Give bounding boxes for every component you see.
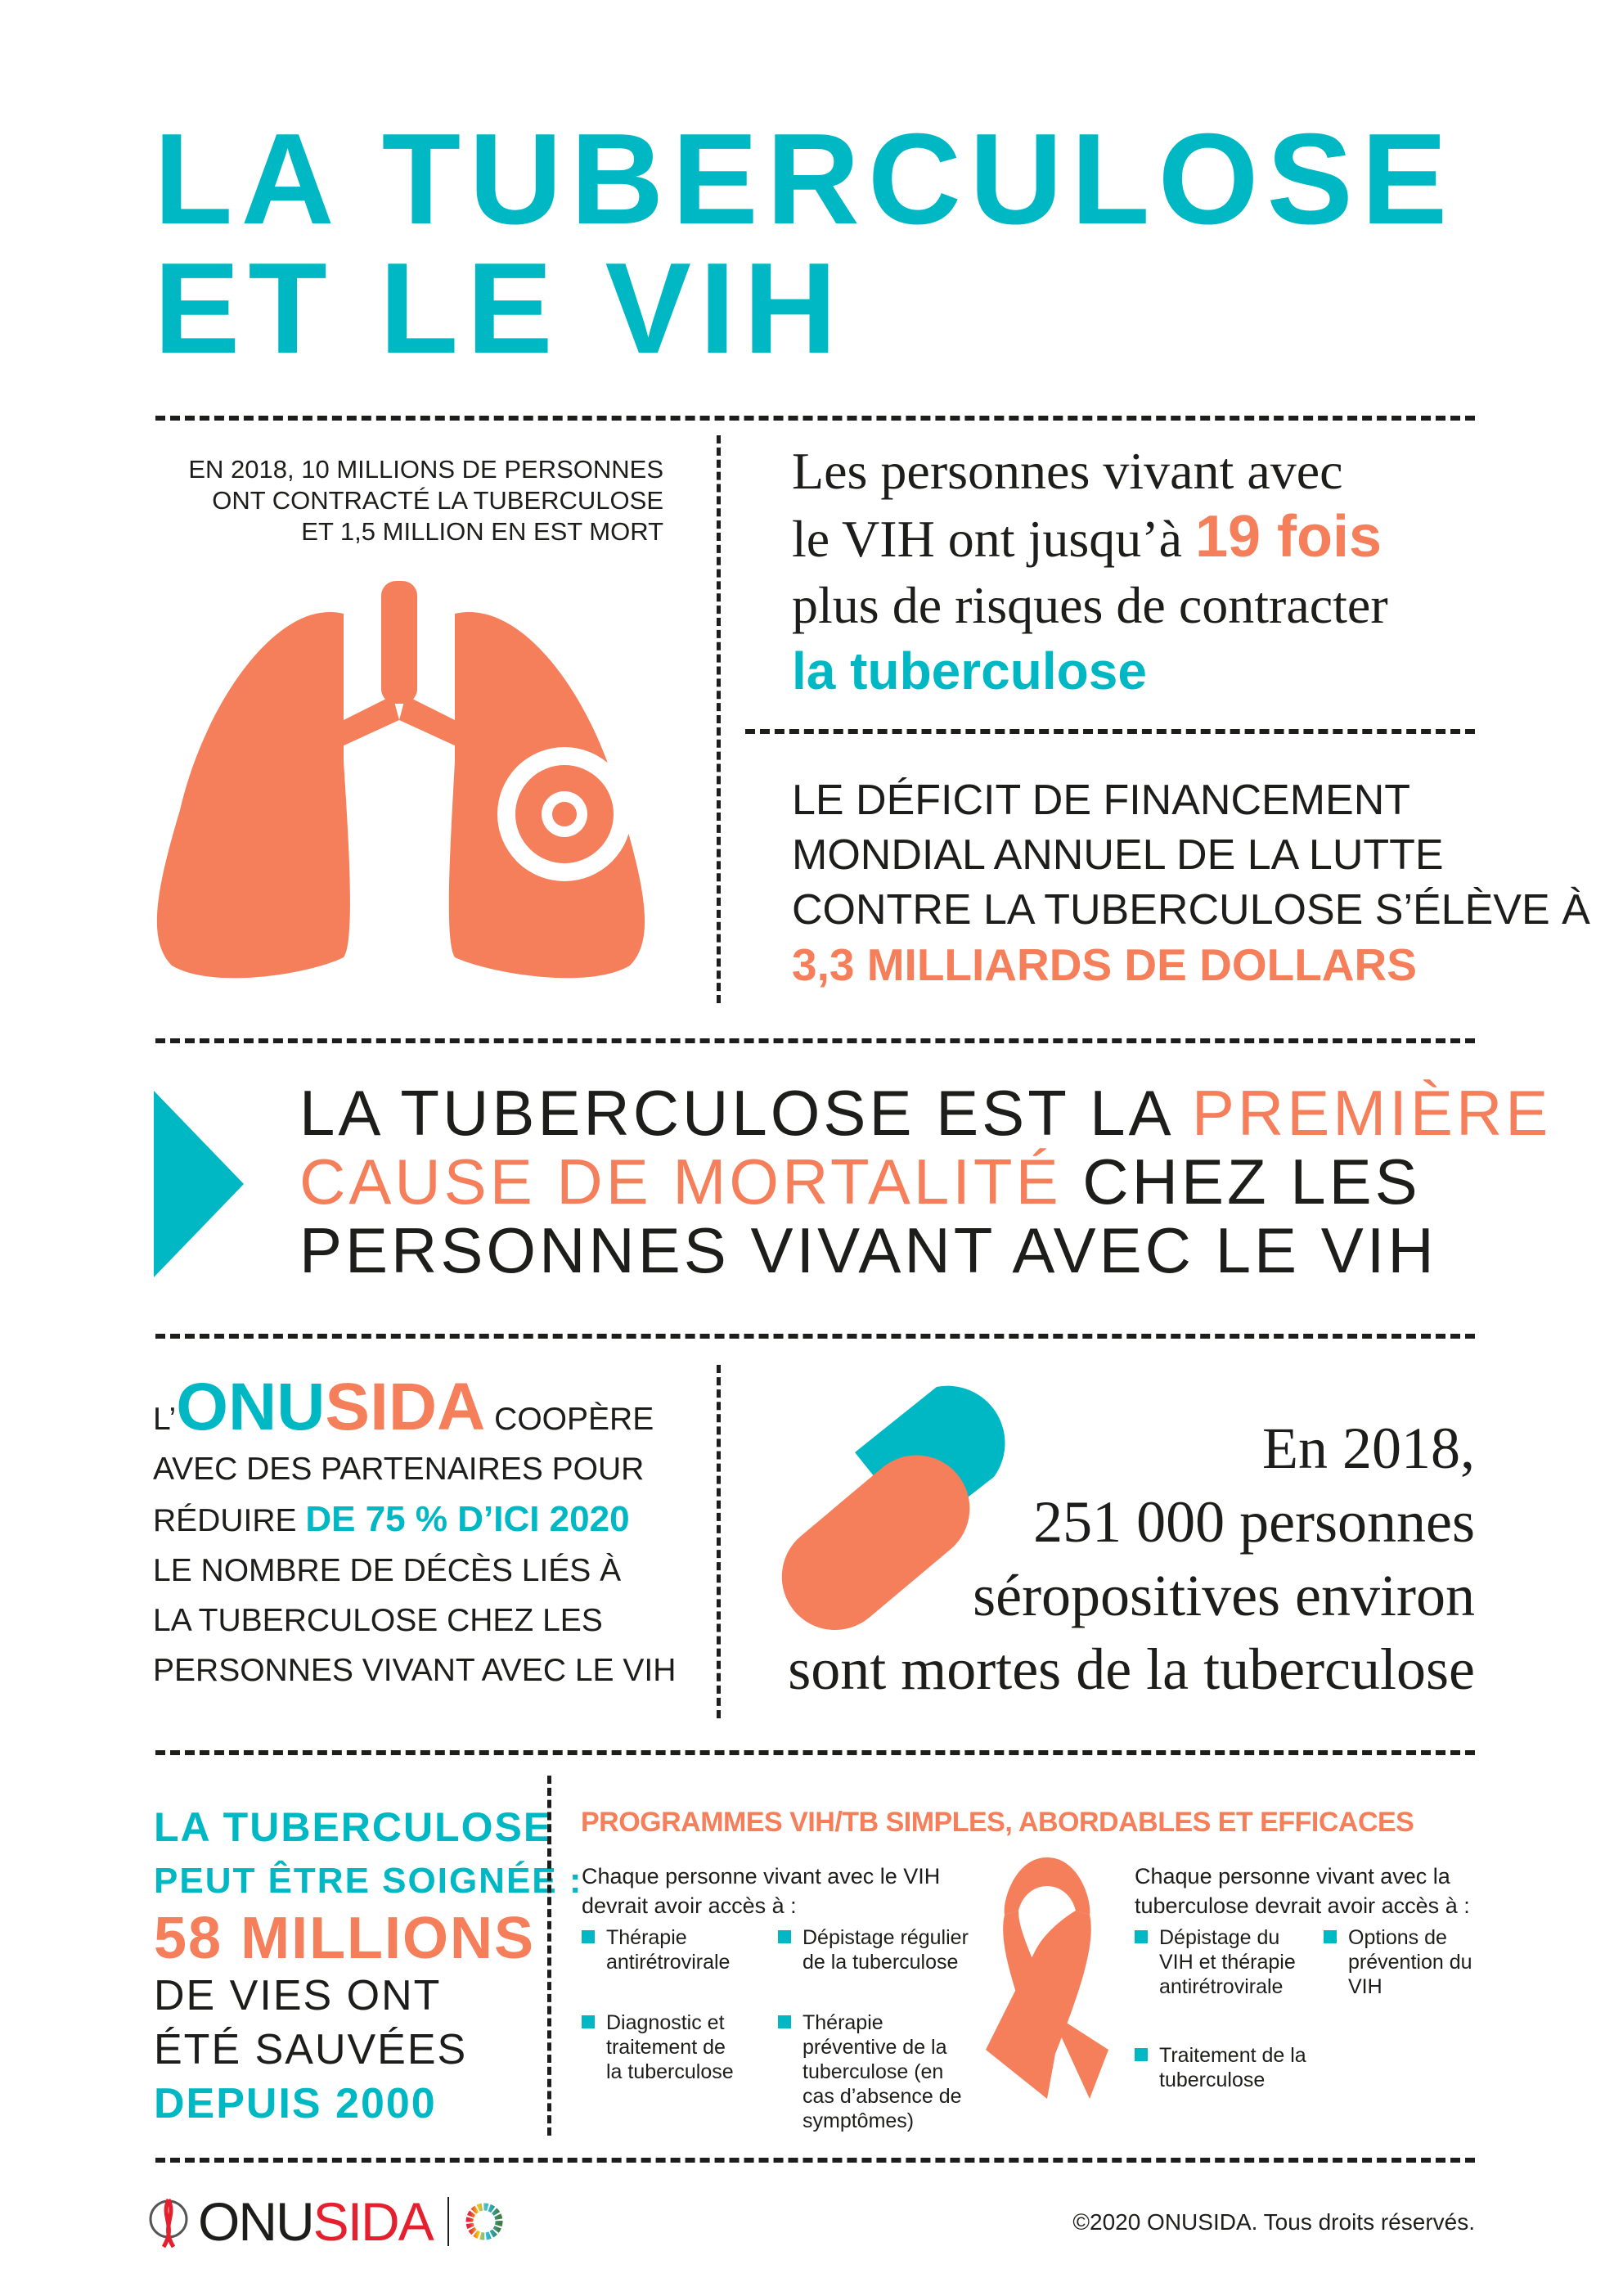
cause-highlight: PREMIÈRE (1191, 1077, 1552, 1149)
tb-item: Dépistage du VIH et thérapie antirétrovi… (1135, 1925, 1306, 1999)
stat-line: ET 1,5 MILLION EN EST MORT (301, 517, 663, 546)
stat-line: EN 2018, 10 MILLIONS DE PERSONNES (188, 455, 663, 484)
hiv-item: Thérapie préventive de la tuberculose (e… (778, 2010, 974, 2133)
saved-line: PEUT ÊTRE SOIGNÉE : (154, 1861, 583, 1901)
logo-sida: SIDA (312, 2191, 434, 2252)
saved-line: DEPUIS 2000 (154, 2080, 437, 2127)
tb-intro: Chaque personne vivant avec la tuberculo… (1135, 1864, 1470, 1918)
deaths-statement: En 2018, 251 000 personnes séropositives… (788, 1411, 1475, 1706)
divider (155, 2158, 1475, 2163)
deaths-line: En 2018, (1262, 1416, 1475, 1481)
deaths-line: 251 000 personnes (1033, 1489, 1475, 1555)
item-text: Diagnostic et traitement de la tuberculo… (606, 2011, 734, 2083)
funding-gap: LE DÉFICIT DE FINANCEMENT MONDIAL ANNUEL… (792, 773, 1590, 993)
divider (155, 1750, 1475, 1755)
risk-highlight-tb: la tuberculose (792, 642, 1147, 700)
hiv-item: Thérapie antirétrovirale (582, 1925, 745, 1974)
triangle-arrow-icon (154, 1091, 244, 1277)
risk-highlight: 19 fois (1194, 504, 1382, 569)
goal-text: L’ (153, 1402, 177, 1437)
item-text: Thérapie antirétrovirale (606, 1926, 731, 1974)
item-text: Options de prévention du VIH (1348, 1926, 1472, 1998)
saved-line: ÉTÉ SAUVÉES (154, 2026, 468, 2073)
bullet-icon (778, 2015, 791, 2028)
onusida-goal: L’ONUSIDA COOPÈRE AVEC DES PARTENAIRES P… (153, 1374, 677, 1695)
tb-item: Traitement de la tuberculose (1135, 2043, 1306, 2092)
bullet-icon (582, 1930, 595, 1943)
goal-text: AVEC DES PARTENAIRES POUR (153, 1452, 645, 1487)
bullet-icon (778, 1930, 791, 1943)
item-text: Dépistage régulier de la tuberculose (803, 1926, 969, 1974)
cause-text: PERSONNES VIVANT AVEC LE VIH (299, 1214, 1437, 1286)
hiv-item: Dépistage régulier de la tuberculose (778, 1925, 974, 1974)
goal-text: LA TUBERCULOSE CHEZ LES (153, 1603, 603, 1638)
divider (717, 435, 721, 1003)
pill-icon (781, 1385, 1005, 1631)
bullet-icon (1324, 1930, 1337, 1943)
deaths-line: séropositives environ (973, 1563, 1475, 1628)
saved-highlight: 58 MILLIONS (154, 1906, 536, 1971)
funding-line: CONTRE LA TUBERCULOSE S’ÉLÈVE À (792, 886, 1590, 934)
sdg-wheel-icon (465, 2203, 503, 2240)
divider (745, 729, 1475, 734)
stat-line: ONT CONTRACTÉ LA TUBERCULOSE (212, 486, 663, 515)
risk-line: le VIH ont jusqu’à (792, 510, 1195, 568)
un-emblem-icon (149, 2198, 188, 2249)
lungs-icon (156, 581, 645, 979)
risk-line: plus de risques de contracter (792, 576, 1388, 634)
funding-line: MONDIAL ANNUEL DE LA LUTTE (792, 831, 1444, 879)
tb-cases-stat: EN 2018, 10 MILLIONS DE PERSONNES ONT CO… (188, 454, 663, 547)
risk-statement: Les personnes vivant avec le VIH ont jus… (792, 438, 1388, 705)
page-title-line1: LA TUBERCULOSE (154, 107, 1456, 251)
goal-text: PERSONNES VIVANT AVEC LE VIH (153, 1653, 677, 1688)
lives-saved: LA TUBERCULOSE PEUT ÊTRE SOIGNÉE : 58 MI… (154, 1800, 583, 2131)
goal-text: COOPÈRE (485, 1402, 654, 1437)
goal-text: LE NOMBRE DE DÉCÈS LIÉS À (153, 1553, 622, 1588)
saved-line: LA TUBERCULOSE (154, 1804, 553, 1850)
awareness-ribbon-icon (986, 1857, 1108, 2099)
divider (155, 1038, 1475, 1043)
programs-title: PROGRAMMES VIH/TB SIMPLES, ABORDABLES ET… (581, 1807, 1414, 1838)
divider (717, 1365, 721, 1718)
goal-highlight: DE 75 % D’ICI 2020 (305, 1499, 630, 1539)
goal-text: RÉDUIRE (153, 1503, 306, 1538)
cause-text: LA TUBERCULOSE EST LA (299, 1077, 1192, 1149)
risk-line: Les personnes vivant avec (792, 442, 1343, 500)
bullet-icon (1135, 2048, 1148, 2061)
leading-cause-statement: LA TUBERCULOSE EST LA PREMIÈRE CAUSE DE … (299, 1078, 1551, 1285)
deaths-line: sont mortes de la tuberculose (788, 1636, 1475, 1702)
item-text: Dépistage du VIH et thérapie antirétrovi… (1159, 1926, 1296, 1998)
onusida-logo: ONU SIDA (146, 2193, 505, 2250)
cause-text: CHEZ LES (1061, 1146, 1421, 1218)
onusida-onu: ONU (176, 1370, 326, 1444)
funding-line: LE DÉFICIT DE FINANCEMENT (792, 777, 1411, 824)
divider (155, 1334, 1475, 1339)
onusida-sida: SIDA (325, 1370, 486, 1444)
cause-highlight: CAUSE DE MORTALITÉ (299, 1146, 1062, 1218)
item-text: Traitement de la tuberculose (1159, 2044, 1306, 2091)
bullet-icon (1135, 1930, 1148, 1943)
hiv-intro: Chaque personne vivant avec le VIH devra… (582, 1864, 941, 1918)
bullet-icon (582, 2015, 595, 2028)
hiv-item: Diagnostic et traitement de la tuberculo… (582, 2010, 745, 2084)
funding-amount: 3,3 MILLIARDS DE DOLLARS (792, 939, 1417, 990)
divider (547, 1776, 551, 2136)
copyright: ©2020 ONUSIDA. Tous droits réservés. (1072, 2209, 1475, 2235)
tb-item: Options de prévention du VIH (1324, 1925, 1487, 1999)
saved-line: DE VIES ONT (154, 1972, 442, 2019)
item-text: Thérapie préventive de la tuberculose (e… (803, 2011, 962, 2132)
logo-onu: ONU (198, 2191, 315, 2252)
page-title-line2: ET LE VIH (154, 236, 845, 380)
divider (155, 416, 1475, 421)
